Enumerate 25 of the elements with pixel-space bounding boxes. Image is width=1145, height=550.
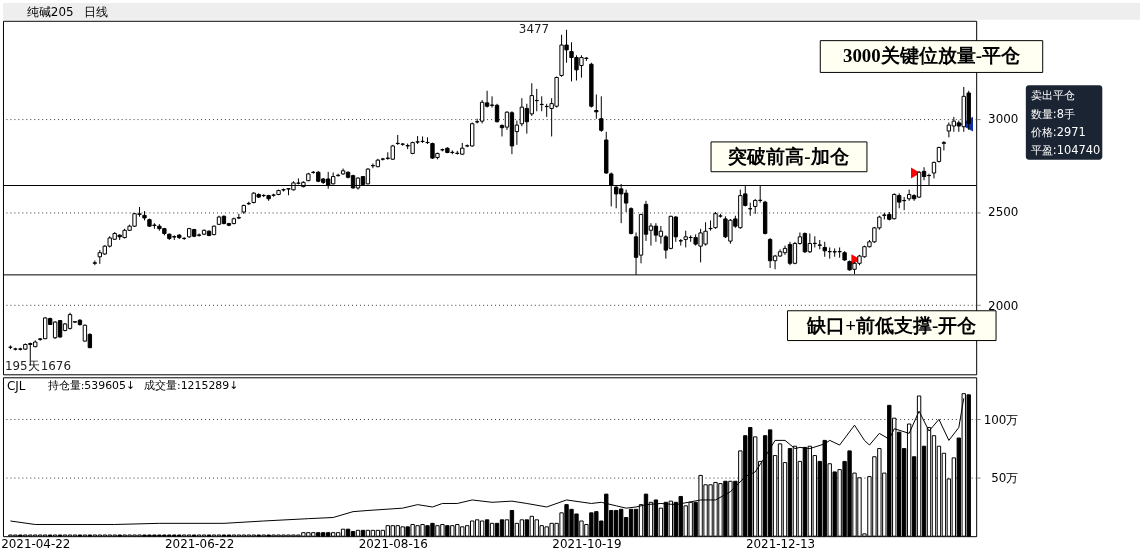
y-tick-label: 50万 — [991, 471, 1019, 486]
x-tick-label: 2021-08-16 — [358, 536, 428, 550]
chart-subtitle: 日线 — [84, 4, 109, 19]
chart-title: CJL — [6, 379, 26, 394]
annotation: 195天 — [4, 359, 40, 374]
annotation: 成交量:1215289↓ — [143, 379, 239, 393]
annotation: 突破前高-加仓 — [727, 145, 850, 167]
text: 平盈:104740 — [1030, 143, 1101, 158]
x-tick-label: 2021-10-19 — [552, 536, 622, 550]
x-tick-label: 2021-12-13 — [745, 536, 816, 550]
annotation: 持仓量:539605↓ — [47, 379, 136, 393]
y-tick-label: 100万 — [983, 412, 1019, 427]
y-tick-label: 2000 — [988, 298, 1019, 313]
annotation: 3477 — [518, 21, 550, 36]
annotation: 缺口+前低支撑-开仓 — [806, 314, 978, 336]
y-tick-label: 2500 — [988, 205, 1019, 220]
x-tick-label: 2021-04-22 — [1, 536, 71, 550]
y-tick-label: 3000 — [988, 112, 1019, 127]
chart-title: 纯碱205 — [26, 4, 74, 19]
annotation: 3000关键位放量-平仓 — [842, 45, 1021, 67]
x-tick-label: 2021-06-22 — [165, 536, 235, 550]
text: 价格:2971 — [1029, 124, 1086, 139]
text: 数量:8手 — [1030, 106, 1075, 121]
text: 卖出平仓 — [1030, 88, 1075, 103]
annotation: 1676 — [40, 359, 72, 374]
